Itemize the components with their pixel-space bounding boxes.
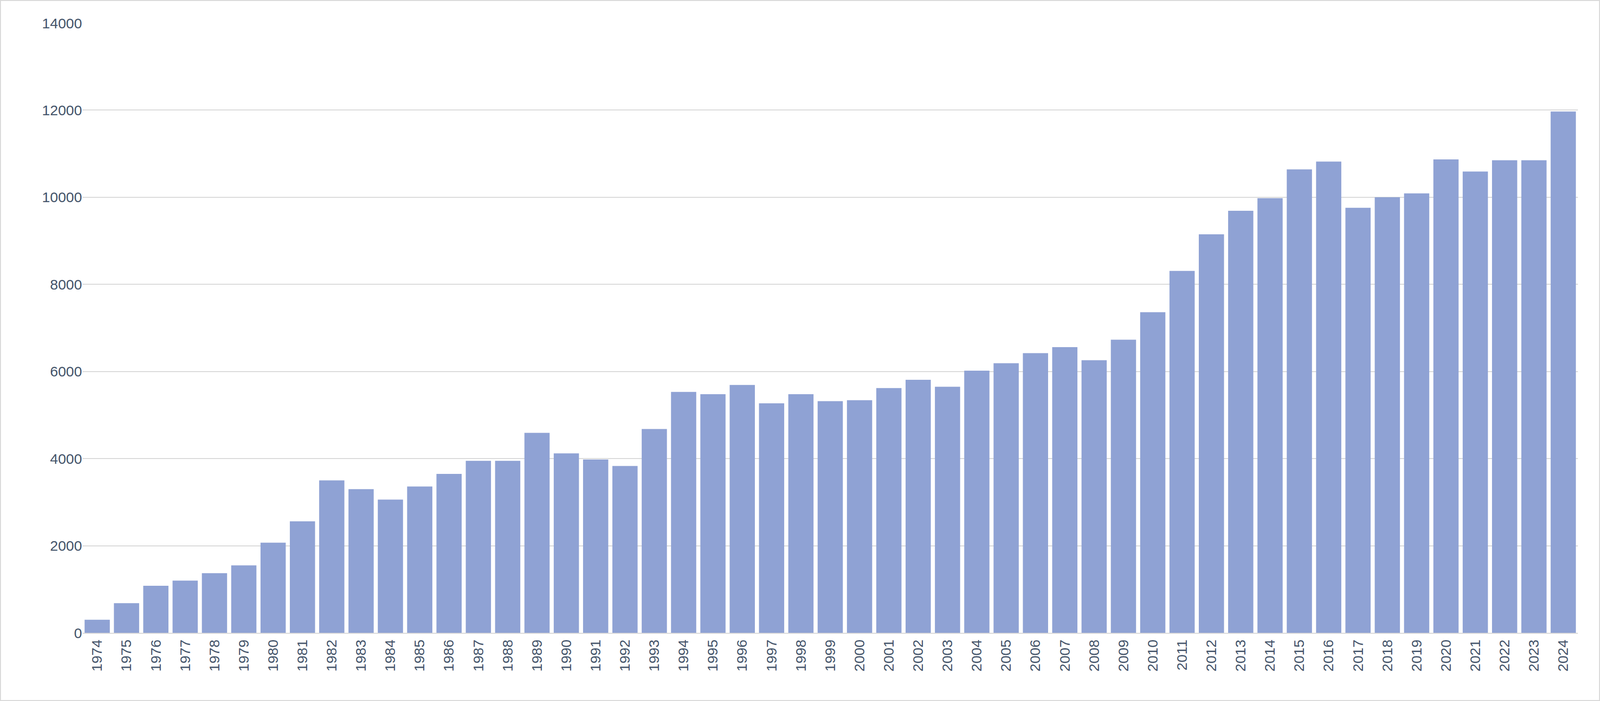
svg-text:2006: 2006 (1026, 639, 1043, 672)
svg-text:1991: 1991 (587, 639, 604, 672)
svg-text:1979: 1979 (235, 639, 252, 672)
svg-text:1976: 1976 (147, 639, 164, 672)
svg-text:2003: 2003 (939, 639, 956, 672)
svg-text:6000: 6000 (49, 363, 83, 380)
svg-text:2005: 2005 (997, 639, 1014, 672)
svg-text:1997: 1997 (763, 639, 780, 672)
svg-text:1989: 1989 (528, 639, 545, 672)
svg-text:0: 0 (73, 624, 83, 641)
svg-text:2013: 2013 (1232, 639, 1249, 672)
svg-text:10000: 10000 (42, 189, 83, 205)
svg-text:2009: 2009 (1115, 639, 1132, 672)
svg-text:2021: 2021 (1467, 639, 1483, 672)
svg-text:14000: 14000 (42, 15, 83, 32)
svg-text:2008: 2008 (1086, 639, 1102, 672)
svg-text:1978: 1978 (206, 639, 223, 672)
svg-text:2022: 2022 (1496, 639, 1513, 672)
svg-text:1987: 1987 (470, 639, 487, 672)
svg-text:2014: 2014 (1261, 639, 1278, 672)
svg-text:2002: 2002 (909, 639, 926, 672)
svg-text:1977: 1977 (177, 639, 193, 672)
svg-text:1992: 1992 (616, 639, 633, 672)
svg-text:1982: 1982 (323, 639, 340, 672)
svg-text:2016: 2016 (1320, 639, 1337, 672)
svg-text:2000: 2000 (49, 537, 83, 554)
svg-text:1986: 1986 (440, 639, 457, 672)
svg-text:2018: 2018 (1379, 639, 1396, 672)
svg-text:2023: 2023 (1525, 639, 1542, 672)
svg-text:1995: 1995 (704, 639, 721, 672)
svg-text:8000: 8000 (49, 276, 83, 293)
svg-text:1985: 1985 (411, 639, 428, 672)
svg-text:2020: 2020 (1437, 639, 1454, 672)
svg-text:2011: 2011 (1173, 639, 1190, 671)
svg-text:2000: 2000 (851, 639, 868, 672)
svg-text:1998: 1998 (792, 639, 809, 672)
svg-text:1999: 1999 (822, 639, 838, 672)
svg-text:1990: 1990 (558, 639, 574, 672)
svg-text:2019: 2019 (1408, 639, 1425, 672)
svg-text:2015: 2015 (1290, 639, 1307, 672)
svg-text:2007: 2007 (1056, 639, 1073, 672)
svg-text:1988: 1988 (499, 639, 516, 672)
svg-text:1980: 1980 (264, 639, 281, 672)
svg-text:1996: 1996 (733, 639, 750, 672)
svg-text:4000: 4000 (49, 450, 83, 467)
svg-text:2004: 2004 (968, 639, 985, 672)
svg-text:2010: 2010 (1144, 639, 1161, 672)
svg-text:1994: 1994 (675, 639, 692, 672)
svg-text:2012: 2012 (1203, 639, 1219, 672)
svg-text:1981: 1981 (294, 639, 311, 672)
svg-text:2024: 2024 (1554, 639, 1571, 672)
svg-text:1975: 1975 (118, 639, 134, 672)
svg-text:12000: 12000 (42, 102, 83, 119)
svg-text:1974: 1974 (88, 639, 105, 672)
svg-text:1983: 1983 (352, 639, 369, 672)
svg-text:1993: 1993 (645, 639, 662, 672)
svg-text:1984: 1984 (382, 639, 398, 672)
svg-text:2001: 2001 (880, 639, 897, 672)
svg-text:2017: 2017 (1349, 639, 1366, 672)
